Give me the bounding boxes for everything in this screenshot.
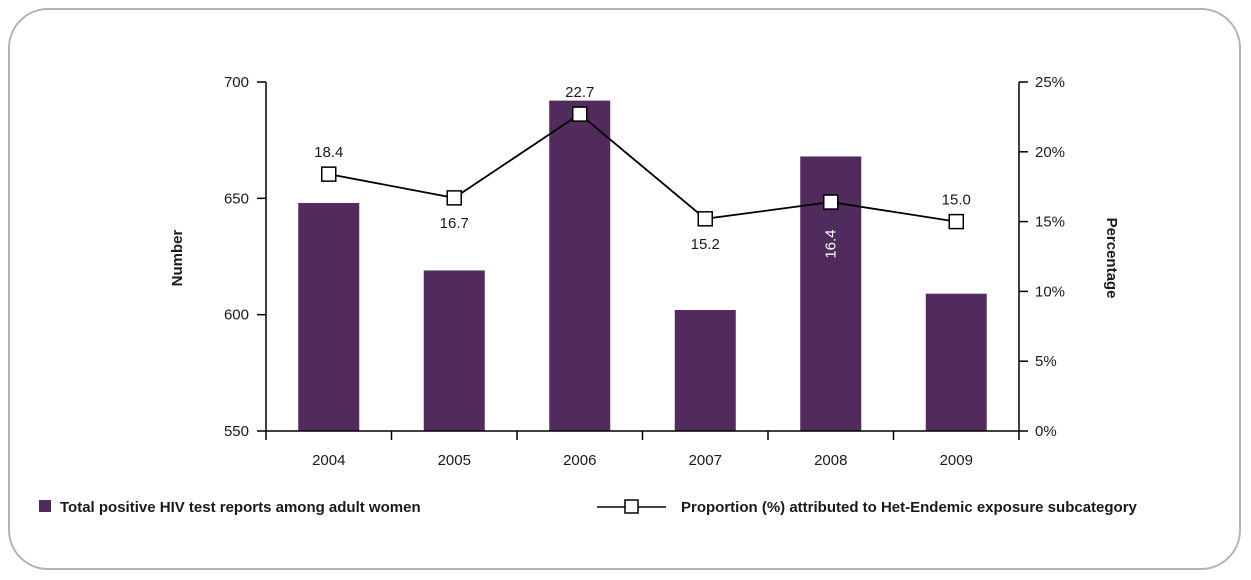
y2-tick-label: 20% (1035, 144, 1065, 161)
x-tick-label: 2007 (689, 452, 722, 469)
line-marker-2006 (572, 106, 588, 122)
legend-line-label: Proportion (%) attributed to Het-Endemic… (681, 499, 1138, 516)
legend-line-marker (624, 499, 639, 514)
y-tick-label: 600 (224, 307, 249, 324)
line-marker-2007 (697, 211, 713, 227)
line-marker-2008 (823, 194, 839, 210)
x-tick-label: 2006 (563, 452, 596, 469)
bar-2004 (298, 202, 360, 431)
bar-2009 (925, 293, 987, 431)
bar-2005 (423, 270, 485, 431)
x-tick-label: 2008 (814, 452, 847, 469)
y2-tick-label: 10% (1035, 283, 1065, 300)
proportion-line (328, 112, 957, 223)
bar-2006 (549, 100, 611, 431)
data-label-2007: 15.2 (691, 236, 720, 253)
data-label-2009: 15.0 (942, 192, 971, 209)
line-marker-2009 (948, 213, 964, 230)
data-label-2005: 16.7 (440, 215, 469, 232)
data-label-2004: 18.4 (314, 144, 343, 161)
bar-2007 (674, 310, 736, 431)
y-tick-label: 650 (224, 190, 249, 207)
legend-bar-swatch (39, 500, 51, 512)
chart-frame (8, 8, 1241, 570)
data-label-2006: 22.7 (565, 84, 594, 101)
y2-tick-label: 5% (1035, 353, 1057, 370)
x-tick-label: 2009 (940, 452, 973, 469)
x-tick-label: 2004 (312, 452, 345, 469)
y2-axis-title: Percentage (1103, 218, 1120, 299)
line-marker-2004 (321, 166, 337, 182)
y-axis-title: Number (169, 230, 186, 287)
y2-tick-label: 0% (1035, 423, 1057, 440)
line-marker-2005 (446, 190, 462, 206)
y-tick-label: 550 (224, 423, 249, 440)
legend-bar-label: Total positive HIV test reports among ad… (60, 499, 421, 516)
y-tick-label: 700 (224, 74, 249, 91)
data-label-2008: 16.4 (823, 229, 840, 258)
x-tick-label: 2005 (438, 452, 471, 469)
y2-tick-label: 15% (1035, 214, 1065, 231)
y2-tick-label: 25% (1035, 74, 1065, 91)
